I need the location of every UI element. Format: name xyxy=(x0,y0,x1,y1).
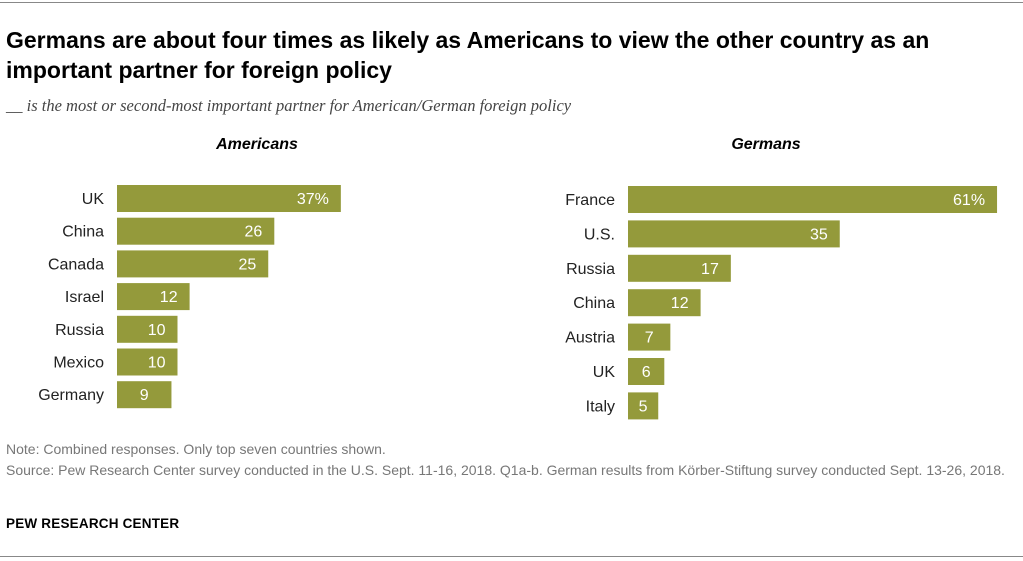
americans-panel-title: Americans xyxy=(216,136,298,153)
germans-value-label-uk: 6 xyxy=(642,364,651,381)
germans-category-label-china: China xyxy=(573,295,615,312)
chart-title: Germans are about four times as likely a… xyxy=(6,27,930,83)
germans-bar-russia xyxy=(628,254,731,282)
americans-value-label-china: 26 xyxy=(245,224,263,241)
germans-value-label-russia: 17 xyxy=(701,261,719,278)
americans-bar-mexico xyxy=(117,348,178,376)
germans-bar-u-s xyxy=(628,220,840,248)
germans-bar-austria xyxy=(628,323,671,351)
germans-bar-uk xyxy=(628,358,665,385)
bottom-rule xyxy=(0,556,1023,557)
americans-bar-uk xyxy=(117,185,341,212)
germans-value-label-china: 12 xyxy=(671,295,689,312)
germans-category-label-austria: Austria xyxy=(565,330,615,347)
americans-bar-russia xyxy=(117,315,178,343)
americans-value-label-israel: 12 xyxy=(160,289,178,306)
germans-bar-china xyxy=(628,289,701,317)
germans-category-label-u-s: U.S. xyxy=(584,226,615,243)
americans-value-label-russia: 10 xyxy=(148,322,166,339)
americans-category-label-china: China xyxy=(62,224,104,241)
americans-category-label-germany: Germany xyxy=(38,387,104,404)
germans-value-label-france: 61% xyxy=(953,192,985,209)
americans-value-label-canada: 25 xyxy=(238,256,256,273)
germans-category-label-italy: Italy xyxy=(586,398,615,415)
top-rule xyxy=(0,2,1023,3)
americans-category-label-israel: Israel xyxy=(65,289,104,306)
americans-value-label-uk: 37% xyxy=(297,191,329,208)
americans-value-label-germany: 9 xyxy=(140,387,149,404)
germans-category-label-russia: Russia xyxy=(566,261,615,278)
germans-value-label-u-s: 35 xyxy=(810,226,828,243)
americans-category-label-mexico: Mexico xyxy=(53,355,104,372)
americans-bar-israel xyxy=(117,283,190,311)
americans-category-label-canada: Canada xyxy=(48,256,104,273)
americans-category-label-uk: UK xyxy=(82,191,105,208)
americans-category-label-russia: Russia xyxy=(55,322,104,339)
germans-panel-title: Germans xyxy=(731,136,801,153)
germans-value-label-italy: 5 xyxy=(639,398,648,415)
source-text: Source: Pew Research Center survey condu… xyxy=(6,462,1005,478)
pew-credit: PEW RESEARCH CENTER xyxy=(6,516,180,531)
germans-bar-italy xyxy=(628,392,659,420)
germans-category-label-france: France xyxy=(565,192,615,209)
americans-bar-china xyxy=(117,217,275,245)
chart-subtitle: __ is the most or second-most important … xyxy=(6,96,572,115)
germans-bar-france xyxy=(628,186,998,213)
germans-value-label-austria: 7 xyxy=(645,330,654,347)
note-text: Note: Combined responses. Only top seven… xyxy=(6,441,386,457)
germans-category-label-uk: UK xyxy=(593,364,616,381)
americans-bar-germany xyxy=(117,381,172,409)
americans-bar-canada xyxy=(117,250,269,278)
americans-value-label-mexico: 10 xyxy=(148,355,166,372)
